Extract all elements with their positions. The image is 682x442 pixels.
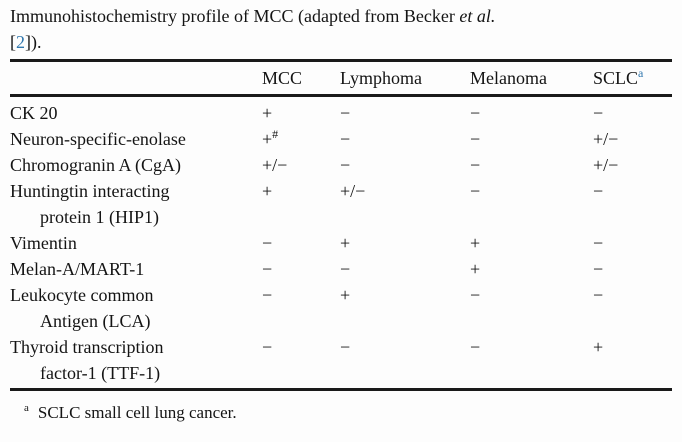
cell-sclc: − bbox=[593, 285, 604, 305]
table-row-melan-a: Melan-A/MART-1 − − + − bbox=[10, 256, 672, 282]
column-header-label: MCC bbox=[262, 68, 303, 88]
table-top-rule bbox=[10, 59, 672, 62]
caption-line-1: Immunohistochemistry profile of MCC (ada… bbox=[10, 3, 672, 29]
row-label-line1: Huntingtin interacting bbox=[10, 181, 170, 201]
column-header-melanoma: Melanoma bbox=[470, 65, 593, 91]
cell-lymphoma: − bbox=[340, 155, 351, 175]
cell-mcc: − bbox=[262, 233, 273, 253]
cell-melanoma: + bbox=[470, 233, 481, 253]
caption-et-al: et al. bbox=[459, 6, 496, 26]
row-label: Melan-A/MART-1 bbox=[10, 256, 262, 282]
table-row-ttf1: Thyroid transcription factor-1 (TTF-1) − … bbox=[10, 334, 672, 386]
row-label-line1: Leukocyte common bbox=[10, 285, 154, 305]
row-label: Leukocyte common Antigen (LCA) bbox=[10, 282, 262, 334]
table-footnote: a SCLC small cell lung cancer. bbox=[10, 401, 672, 425]
table-row-lca: Leukocyte common Antigen (LCA) − + − − bbox=[10, 282, 672, 334]
cell-lymphoma: − bbox=[340, 337, 351, 357]
caption-text: Immunohistochemistry profile of MCC (ada… bbox=[10, 6, 455, 26]
row-label-line1: CK 20 bbox=[10, 103, 58, 123]
row-label-line2: Antigen (LCA) bbox=[40, 311, 151, 331]
footnote-marker: a bbox=[24, 402, 29, 415]
cell-lymphoma: +/− bbox=[340, 181, 366, 201]
cell-sclc: − bbox=[593, 181, 604, 201]
column-header-label: SCLC bbox=[593, 68, 639, 88]
cell-melanoma: − bbox=[470, 155, 481, 175]
footnote-ref-a[interactable]: a bbox=[638, 66, 644, 80]
cell-melanoma: − bbox=[470, 103, 481, 123]
cell-mcc: − bbox=[262, 285, 273, 305]
cell-lymphoma: − bbox=[340, 103, 351, 123]
row-label: Vimentin bbox=[10, 230, 262, 256]
row-label-line1: Melan-A/MART-1 bbox=[10, 259, 145, 279]
caption-bracket-close: ]). bbox=[25, 32, 42, 52]
hash-superscript: # bbox=[272, 127, 279, 141]
cell-sclc: − bbox=[593, 233, 604, 253]
row-label-line2: factor-1 (TTF-1) bbox=[40, 363, 161, 383]
column-header-lymphoma: Lymphoma bbox=[340, 65, 470, 91]
row-label-line1: Vimentin bbox=[10, 233, 77, 253]
cell-mcc: +/− bbox=[262, 155, 288, 175]
cell-lymphoma: − bbox=[340, 259, 351, 279]
cell-sclc: − bbox=[593, 259, 604, 279]
cell-melanoma: − bbox=[470, 337, 481, 357]
table-caption: Immunohistochemistry profile of MCC (ada… bbox=[10, 3, 672, 55]
column-header-sclc: SCLCa bbox=[593, 65, 672, 91]
table-header-row: MCC Lymphoma Melanoma SCLCa bbox=[10, 62, 672, 94]
row-label-line1: Thyroid transcription bbox=[10, 337, 164, 357]
table-header-rule bbox=[10, 94, 672, 97]
cell-value: + bbox=[262, 129, 273, 149]
table-bottom-rule bbox=[10, 388, 672, 391]
cell-sclc: +/− bbox=[593, 155, 619, 175]
row-label-line1: Neuron-specific-enolase bbox=[10, 129, 186, 149]
cell-melanoma: + bbox=[470, 259, 481, 279]
row-label-line2: protein 1 (HIP1) bbox=[40, 207, 159, 227]
cell-mcc: + bbox=[262, 181, 273, 201]
cell-mcc: + bbox=[262, 103, 273, 123]
table-row-hip1: Huntingtin interacting protein 1 (HIP1) +… bbox=[10, 178, 672, 230]
cell-mcc: − bbox=[262, 337, 273, 357]
cell-melanoma: − bbox=[470, 181, 481, 201]
table-row-vimentin: Vimentin − + + − bbox=[10, 230, 672, 256]
table-body: CK 20 + − − − Neuron-specific-enolase +#… bbox=[10, 97, 672, 388]
table-row-ck20: CK 20 + − − − bbox=[10, 100, 672, 126]
reference-link-2[interactable]: 2 bbox=[16, 32, 25, 52]
footnote-text: SCLC small cell lung cancer. bbox=[37, 403, 237, 422]
row-label: Chromogranin A (CgA) bbox=[10, 152, 262, 178]
caption-bracket-open: [ bbox=[10, 32, 16, 52]
caption-line-2: [2]). bbox=[10, 29, 672, 55]
table-row-cga: Chromogranin A (CgA) +/− − − +/− bbox=[10, 152, 672, 178]
cell-melanoma: − bbox=[470, 285, 481, 305]
cell-mcc: +# bbox=[262, 126, 340, 152]
cell-sclc: + bbox=[593, 337, 604, 357]
column-header-label: Lymphoma bbox=[340, 68, 422, 88]
row-label: CK 20 bbox=[10, 100, 262, 126]
column-header-label: Melanoma bbox=[470, 68, 547, 88]
row-label: Neuron-specific-enolase bbox=[10, 126, 262, 152]
column-header-mcc: MCC bbox=[262, 65, 340, 91]
cell-sclc: +/− bbox=[593, 129, 619, 149]
cell-melanoma: − bbox=[470, 129, 481, 149]
cell-lymphoma: + bbox=[340, 233, 351, 253]
table-row-nse: Neuron-specific-enolase +# − − +/− bbox=[10, 126, 672, 152]
cell-lymphoma: + bbox=[340, 285, 351, 305]
row-label-line1: Chromogranin A (CgA) bbox=[10, 155, 181, 175]
row-label: Thyroid transcription factor-1 (TTF-1) bbox=[10, 334, 262, 386]
cell-mcc: − bbox=[262, 259, 273, 279]
row-label: Huntingtin interacting protein 1 (HIP1) bbox=[10, 178, 262, 230]
cell-sclc: − bbox=[593, 103, 604, 123]
cell-lymphoma: − bbox=[340, 129, 351, 149]
